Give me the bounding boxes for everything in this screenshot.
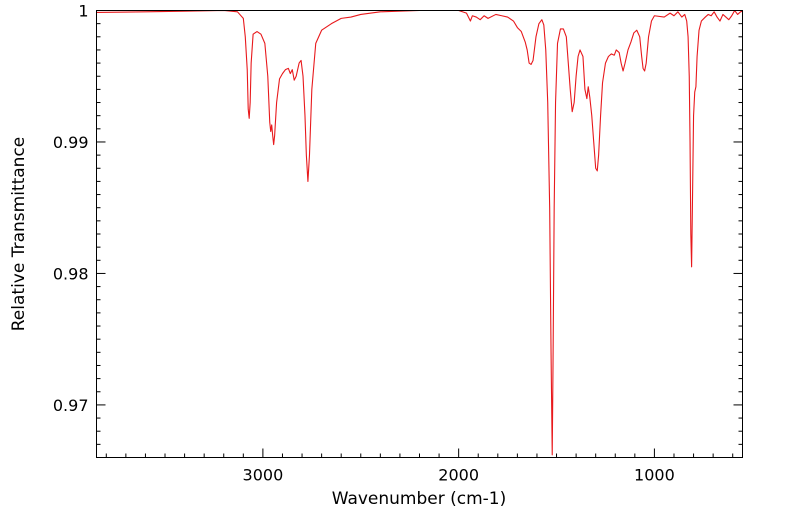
x-tick-label: 1000 [634,466,675,485]
y-tick-label: 0.98 [53,264,89,283]
series-line-0 [96,10,743,456]
plot-frame [96,10,743,458]
y-tick-label: 1 [78,2,88,21]
y-tick-label: 0.97 [53,396,89,415]
y-tick-label: 0.99 [53,133,89,152]
plot-area [96,10,743,456]
y-axis-ticks: 0.97 0.98 0.99 1 [53,2,743,458]
x-axis-title: Wavenumber (cm-1) [332,489,507,509]
x-axis-ticks: 3000 2000 1000 [105,448,734,485]
y-axis-title: Relative Transmittance [9,137,29,332]
x-tick-label: 2000 [438,466,479,485]
x-tick-label: 3000 [243,466,284,485]
